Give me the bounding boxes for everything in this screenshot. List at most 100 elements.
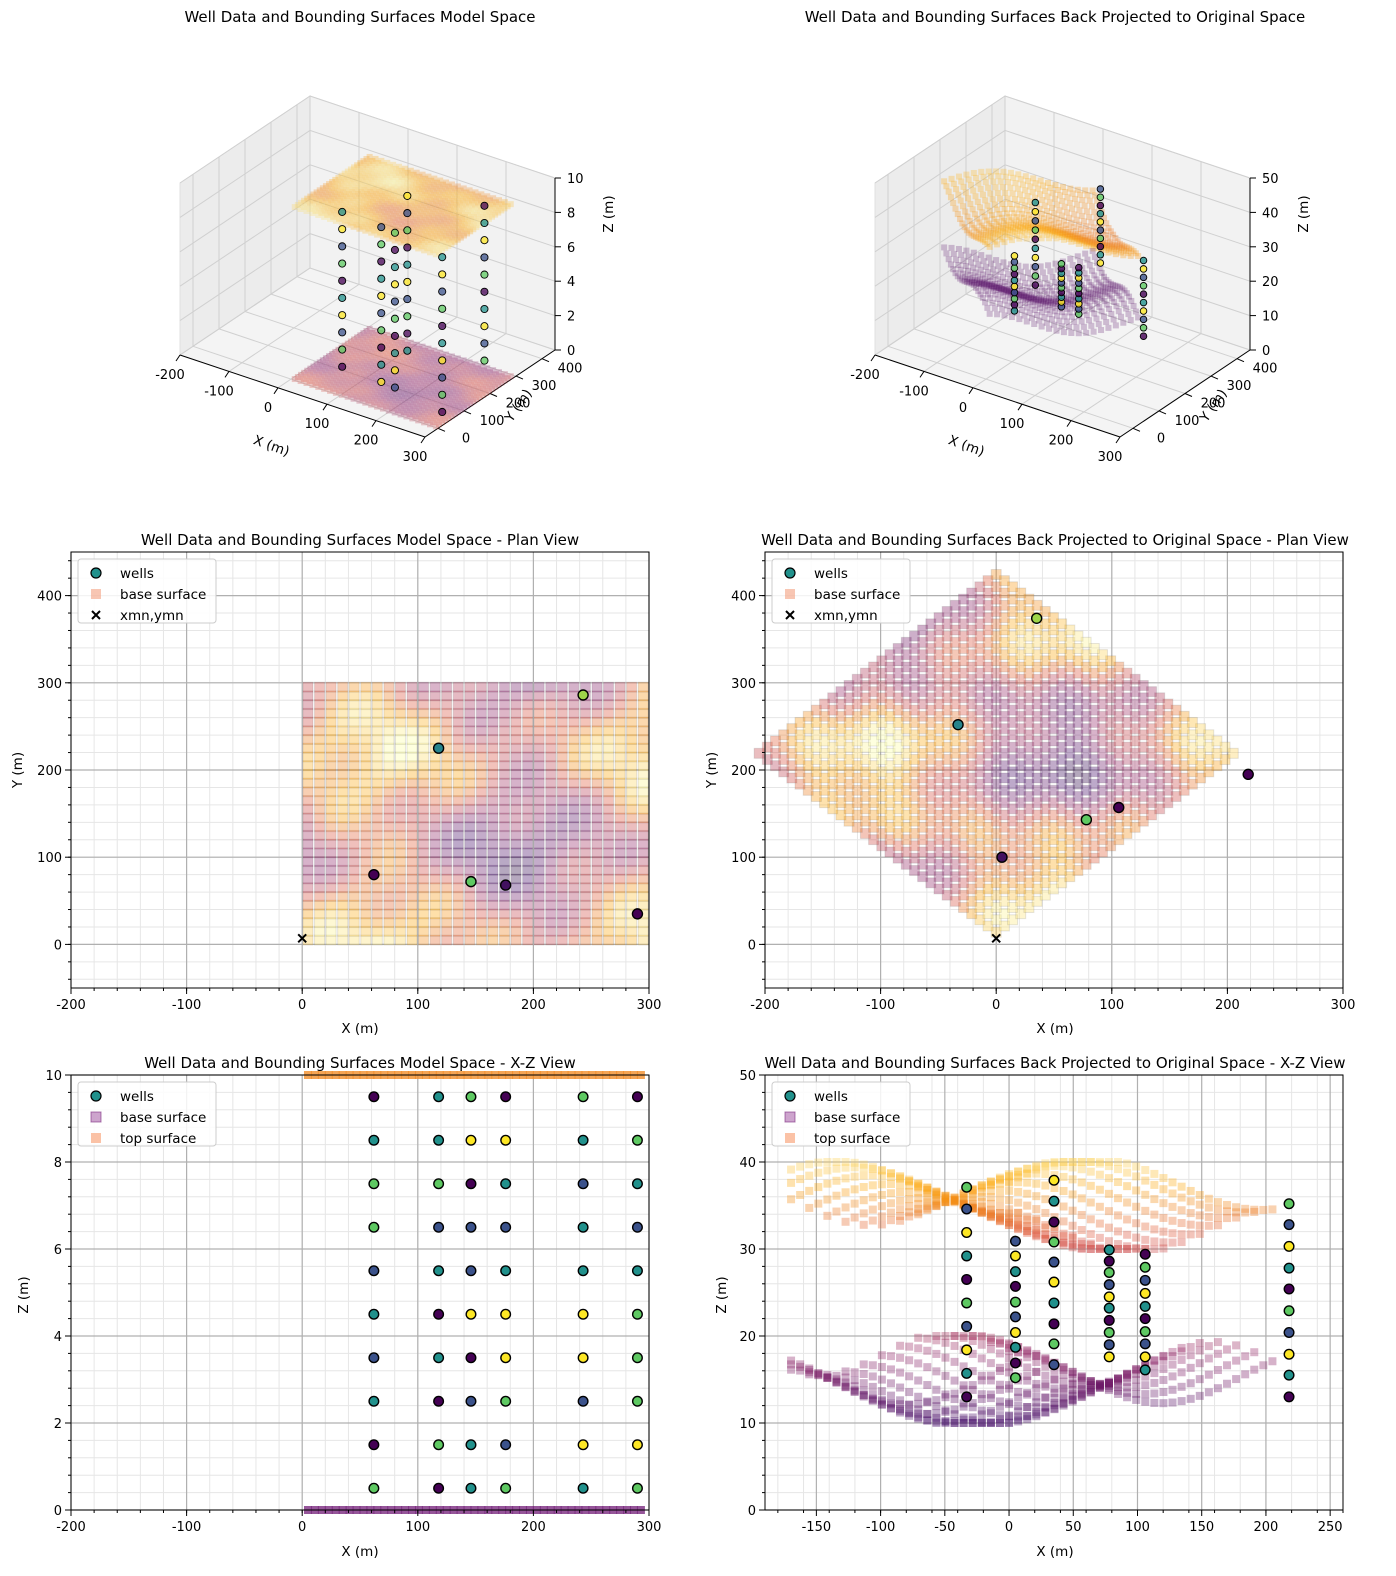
- p6-base-surface-cell: [941, 1390, 950, 1399]
- p1-base-surface-cell: [356, 397, 363, 404]
- p1-top-surface-cell: [361, 192, 368, 199]
- p3-surface-cell: [614, 890, 626, 902]
- p6-base-surface-cell: [1023, 1415, 1032, 1424]
- p1-xtick-label: 200: [354, 434, 379, 449]
- p1-base-surface-cell: [359, 342, 366, 349]
- p1-top-surface-cell: [356, 178, 363, 185]
- p4-well-point: [952, 718, 964, 731]
- p1-well-point: [480, 322, 489, 331]
- p6-base-surface-cell: [1059, 1401, 1068, 1410]
- p2-ytick-label: 300: [1227, 379, 1252, 394]
- p1-base-surface-cell: [357, 385, 364, 392]
- p6-top-surface-cell: [950, 1195, 959, 1204]
- p3-surface-cell: [337, 873, 349, 885]
- p4-surface-cell: [917, 821, 929, 833]
- p4-surface-cell: [1039, 852, 1051, 864]
- p6-base-surface-cell: [905, 1401, 914, 1410]
- p2-top-surface-cell: [952, 205, 959, 212]
- p5-ytick-label: 8: [54, 1156, 62, 1171]
- p4-surface-cell: [884, 797, 896, 809]
- p3-surface-cell: [510, 733, 522, 745]
- p3-surface-cell: [591, 777, 603, 789]
- p4-surface-cell: [819, 723, 831, 735]
- p1-top-surface-cell: [328, 185, 335, 192]
- p1-top-surface-cell: [495, 209, 502, 216]
- p1-top-surface-cell: [430, 181, 437, 188]
- p1-base-surface-cell: [483, 371, 490, 378]
- p4-surface-cell: [1007, 790, 1019, 802]
- p3-surface-cell: [568, 847, 580, 859]
- p3-surface-cell: [348, 707, 360, 719]
- p6-well-point: [1009, 1327, 1021, 1339]
- p4-surface-cell: [1096, 772, 1108, 784]
- p1-top-surface-cell: [327, 209, 334, 216]
- p1-base-surface-cell: [415, 358, 422, 365]
- p1-base-surface-cell: [476, 387, 483, 394]
- p1-top-surface-cell: [437, 218, 444, 225]
- p1-base-surface-cell: [399, 374, 406, 381]
- p1-top-surface-cell: [456, 205, 463, 212]
- p4-surface-cell: [1031, 772, 1043, 784]
- p1-base-surface-cell: [347, 391, 354, 398]
- p4-surface-cell: [941, 852, 953, 864]
- p6-base-surface-cell: [877, 1362, 886, 1371]
- p3-legend-label: xmn,ymn: [814, 608, 878, 624]
- p3-surface-cell: [522, 917, 534, 929]
- p3-xtick-label: 0: [298, 998, 306, 1013]
- p1-top-surface-cell: [459, 210, 466, 217]
- p4-surface-cell: [966, 612, 978, 624]
- p1-ytick-mark: [437, 427, 446, 432]
- p4-surface-cell: [843, 790, 855, 802]
- p3-surface-cell: [579, 812, 591, 824]
- p3-surface-cell: [487, 882, 499, 894]
- p6-base-surface-cell: [1132, 1389, 1141, 1398]
- p3-surface-cell: [302, 742, 314, 754]
- p3-surface-cell: [314, 812, 326, 824]
- p1-top-surface-cell: [371, 168, 378, 175]
- p3-surface-cell: [464, 890, 476, 902]
- p1-top-surface-cell: [477, 197, 484, 204]
- p1-base-surface-cell: [357, 332, 364, 339]
- p6-top-surface-cell: [1005, 1178, 1014, 1187]
- p1-base-surface-cell: [374, 391, 381, 398]
- p6-top-surface-cell: [905, 1177, 914, 1186]
- p1-base-surface-cell: [408, 380, 415, 387]
- p1-top-surface-cell: [413, 216, 420, 223]
- p1-top-surface-cell: [341, 170, 348, 177]
- p1-top-surface-cell: [429, 206, 436, 213]
- p3-surface-cell: [568, 707, 580, 719]
- p3-surface-cell: [522, 786, 534, 798]
- p1-top-surface-cell: [328, 191, 335, 198]
- p6-well-point: [1048, 1236, 1060, 1248]
- p6-base-surface-cell: [977, 1390, 986, 1399]
- p6-top-surface-cell: [868, 1181, 877, 1190]
- p3-surface-cell: [487, 733, 499, 745]
- p3-surface-cell: [637, 829, 649, 841]
- p1-base-surface-cell: [463, 367, 470, 374]
- p4-surface-cell: [892, 827, 904, 839]
- p3-surface-cell: [429, 786, 441, 798]
- p4-surface-cell: [917, 784, 929, 796]
- p4-surface-cell: [982, 834, 994, 846]
- p3-surface-cell: [603, 803, 615, 815]
- p6-top-surface-cell: [841, 1158, 850, 1166]
- p1-top-surface-cell: [343, 193, 350, 200]
- p1-top-surface-cell: [433, 191, 440, 198]
- p1-base-surface-cell: [480, 373, 487, 380]
- p1-top-surface-cell: [457, 234, 464, 241]
- p6-ytick-label: 40: [739, 1156, 756, 1171]
- p4-surface-cell: [876, 741, 888, 753]
- p1-well-point: [390, 245, 399, 254]
- p4-surface-cell: [1072, 679, 1084, 691]
- p4-surface-cell: [990, 679, 1002, 691]
- p6-base-surface-cell: [932, 1332, 941, 1340]
- p4-surface-cell: [1064, 636, 1076, 648]
- p1-top-surface-cell: [465, 205, 472, 212]
- p3-surface-cell: [591, 882, 603, 894]
- p6-base-surface-cell: [977, 1340, 986, 1349]
- p4-surface-cell: [876, 716, 888, 728]
- p1-top-surface-cell: [381, 215, 388, 222]
- p3-surface-cell: [348, 908, 360, 920]
- p6-base-surface-cell: [1141, 1360, 1150, 1369]
